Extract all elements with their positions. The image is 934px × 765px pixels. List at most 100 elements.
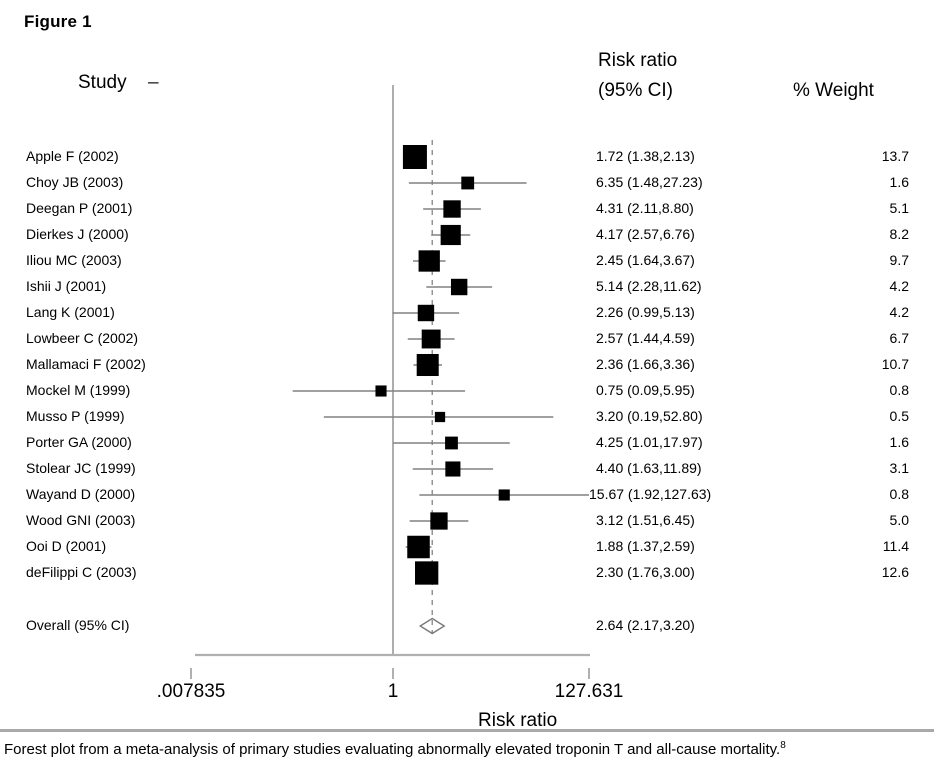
study-label: Wood GNI (2003)	[26, 512, 136, 528]
study-marker-box	[430, 512, 448, 530]
column-header-weight: % Weight	[793, 80, 874, 101]
x-axis-tick-label: .007835	[156, 681, 226, 702]
study-marker-box	[445, 436, 458, 450]
study-weight-value: 0.8	[889, 382, 909, 398]
risk-ratio-value: 2.45 (1.64,3.67)	[596, 252, 695, 268]
figure-title: Figure 1	[24, 12, 92, 31]
study-label: Mallamaci F (2002)	[26, 356, 146, 372]
study-label: Wayand D (2000)	[26, 486, 136, 502]
overall-label: Overall (95% CI)	[26, 617, 130, 633]
study-label: Mockel M (1999)	[26, 382, 131, 398]
study-label: Dierkes J (2000)	[26, 226, 129, 242]
study-marker-box	[421, 329, 441, 349]
study-marker-box	[440, 224, 461, 246]
study-weight-value: 1.6	[889, 434, 909, 450]
forest-row	[412, 461, 494, 477]
study-marker-box	[445, 461, 461, 477]
study-marker-box	[443, 200, 461, 218]
study-weight-value: 5.0	[889, 512, 909, 528]
study-marker-box	[498, 489, 510, 501]
forest-row	[405, 535, 432, 559]
risk-ratio-value: 1.72 (1.38,2.13)	[596, 148, 695, 164]
study-weight-value: 0.8	[889, 486, 909, 502]
forest-row	[431, 224, 471, 246]
risk-ratio-value: 2.36 (1.66,3.36)	[596, 356, 695, 372]
column-header-risk-ratio: Risk ratio	[598, 50, 678, 71]
risk-ratio-value: 2.57 (1.44,4.59)	[596, 330, 695, 346]
study-label: Lang K (2001)	[26, 304, 115, 320]
forest-row	[423, 200, 481, 218]
column-header-confidence-interval: (95% CI)	[598, 80, 673, 101]
forest-row	[409, 512, 469, 530]
study-weight-value: 1.6	[889, 174, 909, 190]
x-axis-title: Risk ratio	[478, 710, 558, 731]
study-weight-value: 4.2	[889, 278, 909, 294]
risk-ratio-value: 3.12 (1.51,6.45)	[596, 512, 695, 528]
study-weight-value: 10.7	[881, 356, 909, 372]
study-weight-value: 8.2	[889, 226, 909, 242]
risk-ratio-value: 2.26 (0.99,5.13)	[596, 304, 695, 320]
study-label: deFilippi C (2003)	[26, 564, 137, 580]
study-weight-value: 13.7	[881, 148, 909, 164]
x-axis-tick-label: 1	[387, 681, 399, 702]
study-weight-value: 5.1	[889, 200, 909, 216]
overall-risk-ratio-value: 2.64 (2.17,3.20)	[596, 617, 695, 633]
risk-ratio-value: 4.17 (2.57,6.76)	[596, 226, 695, 242]
study-label: Porter GA (2000)	[26, 434, 132, 450]
figure-caption: Forest plot from a meta-analysis of prim…	[4, 740, 786, 758]
study-marker-box	[450, 278, 468, 296]
study-marker-box	[434, 411, 446, 423]
study-weight-value: 0.5	[889, 408, 909, 424]
study-marker-box	[402, 145, 427, 169]
forest-row	[412, 250, 446, 272]
risk-ratio-value: 5.14 (2.28,11.62)	[596, 278, 702, 294]
forest-row	[419, 489, 589, 501]
forest-row	[292, 385, 466, 397]
study-label: Ishii J (2001)	[26, 278, 107, 294]
forest-row	[393, 436, 510, 450]
study-weight-value: 4.2	[889, 304, 909, 320]
study-marker-box	[415, 561, 439, 585]
forest-row	[402, 145, 427, 169]
study-header-dash-icon: –	[148, 72, 159, 93]
risk-ratio-value: 15.67 (1.92,127.63)	[589, 486, 712, 502]
study-label: Stolear JC (1999)	[26, 460, 136, 476]
risk-ratio-value: 4.31 (2.11,8.80)	[596, 200, 694, 216]
study-marker-box	[417, 304, 435, 322]
risk-ratio-value: 4.40 (1.63,11.89)	[596, 460, 702, 476]
risk-ratio-value: 6.35 (1.48,27.23)	[596, 174, 703, 190]
forest-row	[426, 278, 493, 296]
column-header-study: Study	[78, 72, 127, 93]
caption-body: Forest plot from a meta-analysis of prim…	[4, 741, 781, 758]
forest-row	[413, 353, 442, 377]
study-weight-value: 6.7	[889, 330, 909, 346]
study-marker-box	[375, 385, 387, 397]
overall-effect-diamond	[418, 617, 446, 635]
study-marker-box	[461, 176, 475, 190]
forest-row	[323, 411, 554, 423]
study-label: Choy JB (2003)	[26, 174, 124, 190]
study-label: Apple F (2002)	[26, 148, 119, 164]
study-weight-value: 3.1	[889, 460, 909, 476]
study-label: Musso P (1999)	[26, 408, 125, 424]
study-marker-box	[416, 353, 439, 377]
study-label: Ooi D (2001)	[26, 538, 107, 554]
risk-ratio-value: 4.25 (1.01,17.97)	[596, 434, 703, 450]
study-label: Lowbeer C (2002)	[26, 330, 139, 346]
study-marker-box	[407, 535, 430, 559]
study-label: Iliou MC (2003)	[26, 252, 122, 268]
risk-ratio-value: 3.20 (0.19,52.80)	[596, 408, 703, 424]
forest-row	[408, 176, 527, 190]
risk-ratio-value: 2.30 (1.76,3.00)	[596, 564, 695, 580]
risk-ratio-value: 1.88 (1.37,2.59)	[596, 538, 695, 554]
x-axis-tick-label: 127.631	[554, 681, 624, 702]
study-weight-value: 11.4	[882, 538, 909, 554]
forest-plot-canvas	[190, 85, 590, 679]
forest-row	[407, 329, 455, 349]
forest-row	[415, 561, 439, 585]
risk-ratio-value: 0.75 (0.09,5.95)	[596, 382, 695, 398]
study-marker-box	[418, 250, 440, 272]
study-weight-value: 12.6	[881, 564, 909, 580]
study-weight-value: 9.7	[889, 252, 909, 268]
